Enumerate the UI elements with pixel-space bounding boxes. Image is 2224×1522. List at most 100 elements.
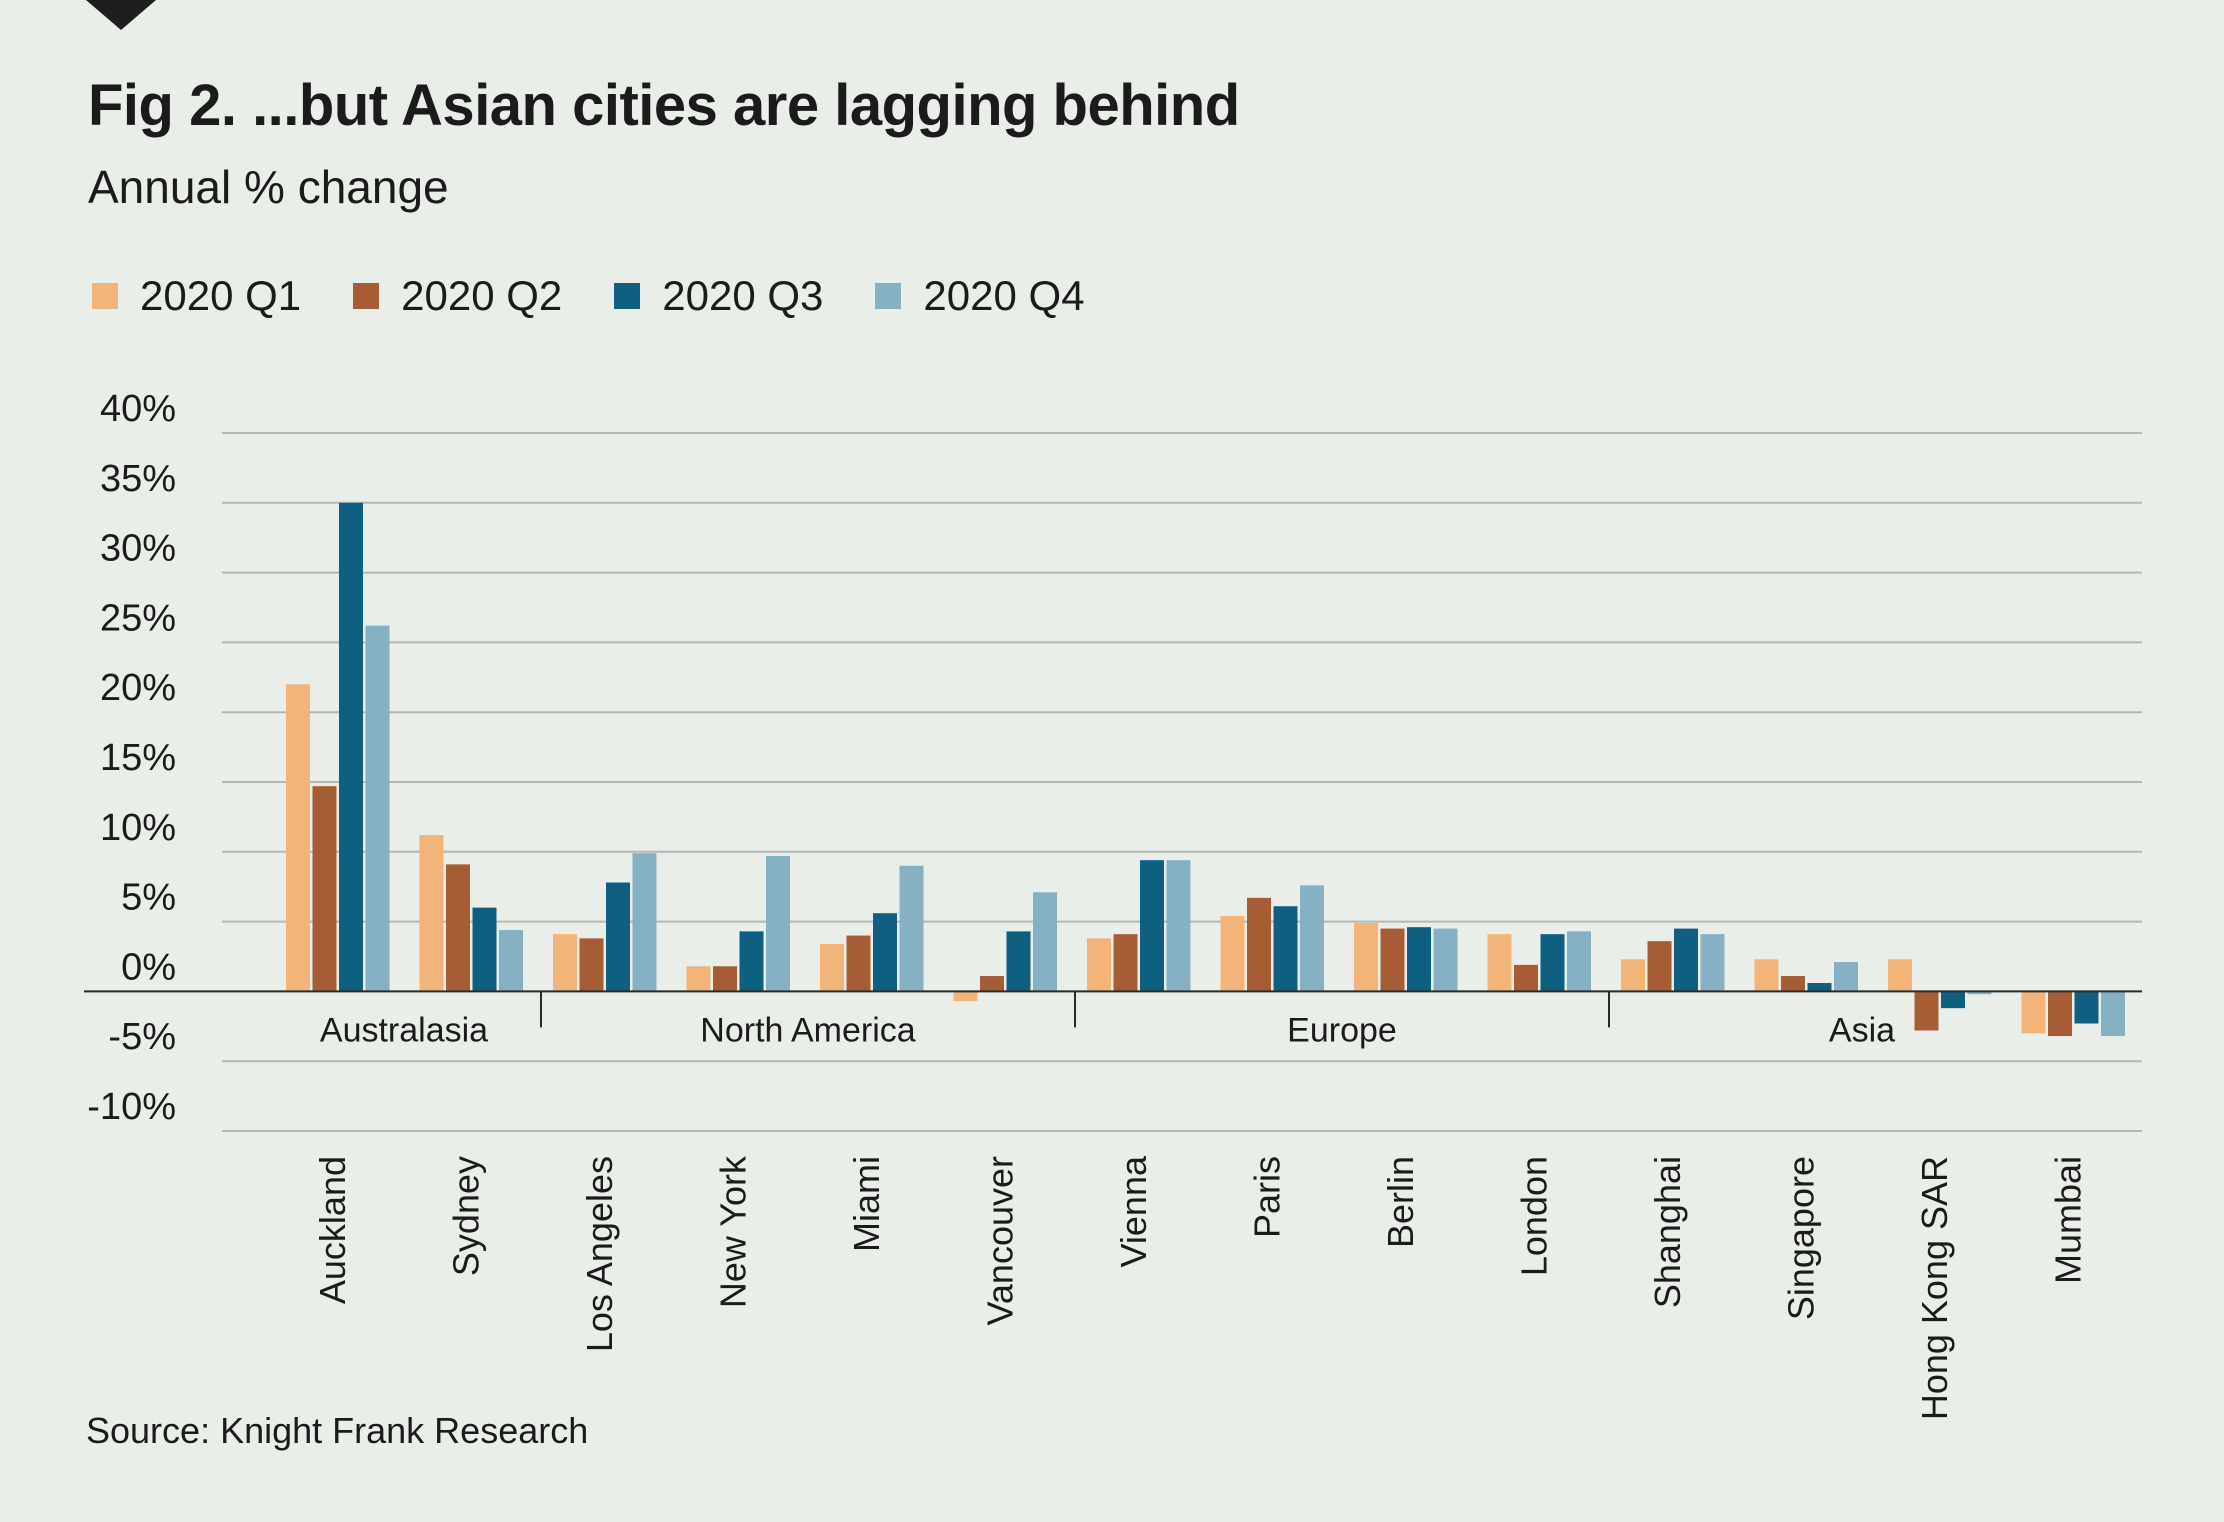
bar	[606, 882, 630, 992]
legend-swatch	[92, 283, 118, 309]
bar	[1300, 885, 1324, 992]
legend-item: 2020 Q2	[353, 272, 562, 320]
bar	[1621, 959, 1645, 992]
legend: 2020 Q1 2020 Q2 2020 Q3 2020 Q4	[92, 272, 1137, 320]
bar	[1487, 934, 1512, 992]
bar	[1033, 892, 1057, 992]
bar	[1540, 934, 1565, 992]
category-label: London	[1514, 1156, 1555, 1276]
bar	[1567, 931, 1591, 992]
bar	[1834, 962, 1858, 992]
bar	[339, 502, 363, 992]
bar	[820, 943, 844, 992]
category-label: Vancouver	[980, 1156, 1021, 1325]
legend-item: 2020 Q4	[875, 272, 1085, 320]
legend-swatch	[875, 283, 902, 309]
bar	[1700, 934, 1725, 992]
bar	[1006, 931, 1031, 992]
bar	[1247, 897, 1271, 992]
y-tick-label: 10%	[100, 807, 176, 849]
category-label: Shanghai	[1647, 1156, 1688, 1308]
bar	[1140, 860, 1164, 992]
legend-item: 2020 Q3	[614, 272, 823, 320]
legend-label: 2020 Q2	[401, 272, 563, 319]
corner-mark-shape	[86, 0, 156, 30]
bar	[286, 684, 310, 992]
chart-title: Fig 2. ...but Asian cities are lagging b…	[88, 73, 1240, 138]
bar	[2021, 991, 2046, 1034]
corner-mark	[86, 0, 156, 30]
bar	[1781, 976, 1805, 992]
bar	[1807, 983, 1832, 992]
bar	[980, 976, 1004, 992]
y-tick-label: 20%	[100, 667, 176, 709]
legend-label: 2020 Q4	[923, 272, 1085, 319]
group-label: North America	[700, 1011, 915, 1049]
category-label: Vienna	[1113, 1155, 1154, 1267]
category-label: Singapore	[1781, 1156, 1822, 1320]
bar	[1220, 916, 1245, 992]
bar	[1514, 964, 1538, 992]
y-tick-label: 0%	[121, 946, 176, 988]
bar	[1754, 959, 1779, 992]
y-tick-label: 40%	[100, 388, 176, 430]
chart-subtitle: Annual % change	[88, 161, 449, 213]
bar	[2101, 991, 2125, 1037]
bar	[419, 835, 444, 992]
bar	[499, 929, 523, 992]
bar	[553, 934, 577, 992]
bar	[1941, 991, 1965, 1009]
bar	[1914, 991, 1939, 1031]
bar	[1674, 928, 1698, 992]
bar	[1647, 941, 1672, 992]
category-label: Sydney	[446, 1156, 487, 1276]
legend-item: 2020 Q1	[92, 272, 301, 320]
bar	[1166, 860, 1191, 992]
bar	[873, 913, 897, 992]
category-label: Los Angeles	[579, 1156, 620, 1352]
bar	[1354, 922, 1378, 992]
bar	[1967, 991, 1992, 995]
bar	[472, 907, 497, 992]
category-label: Auckland	[312, 1156, 353, 1304]
group-label: Europe	[1287, 1011, 1397, 1049]
bar	[846, 935, 871, 992]
category-label: New York	[713, 1155, 754, 1308]
y-tick-label: 15%	[100, 737, 176, 779]
legend-label: 2020 Q1	[140, 272, 302, 319]
bar	[1433, 928, 1458, 992]
category-label: Hong Kong SAR	[1914, 1156, 1955, 1420]
legend-label: 2020 Q3	[662, 272, 824, 319]
bar	[953, 991, 978, 1002]
bar	[312, 786, 337, 992]
bar	[365, 625, 390, 992]
y-tick-label: -5%	[108, 1016, 176, 1058]
bar	[686, 966, 711, 992]
bar	[713, 966, 737, 992]
bar	[899, 865, 924, 992]
group-label: Asia	[1829, 1011, 1895, 1049]
y-tick-label: 35%	[100, 458, 176, 500]
y-tick-label: -10%	[87, 1086, 176, 1128]
legend-swatch	[614, 283, 641, 309]
y-tick-label: 25%	[100, 597, 176, 639]
bar	[2074, 991, 2099, 1024]
bar	[739, 931, 764, 992]
category-label: Paris	[1247, 1156, 1288, 1238]
y-tick-label: 5%	[121, 877, 176, 919]
category-label: Miami	[846, 1156, 887, 1252]
bar	[1087, 938, 1111, 992]
bar	[766, 855, 790, 992]
bar	[1380, 928, 1405, 992]
category-label: Berlin	[1380, 1156, 1421, 1248]
category-label: Mumbai	[2048, 1156, 2089, 1284]
bar	[1888, 959, 1912, 992]
bar	[579, 938, 604, 992]
bar	[632, 853, 657, 992]
bar	[1273, 906, 1298, 992]
y-tick-label: 30%	[100, 528, 176, 570]
bar	[446, 864, 470, 992]
source-note: Source: Knight Frank Research	[86, 1410, 589, 1451]
bar	[1113, 934, 1138, 992]
